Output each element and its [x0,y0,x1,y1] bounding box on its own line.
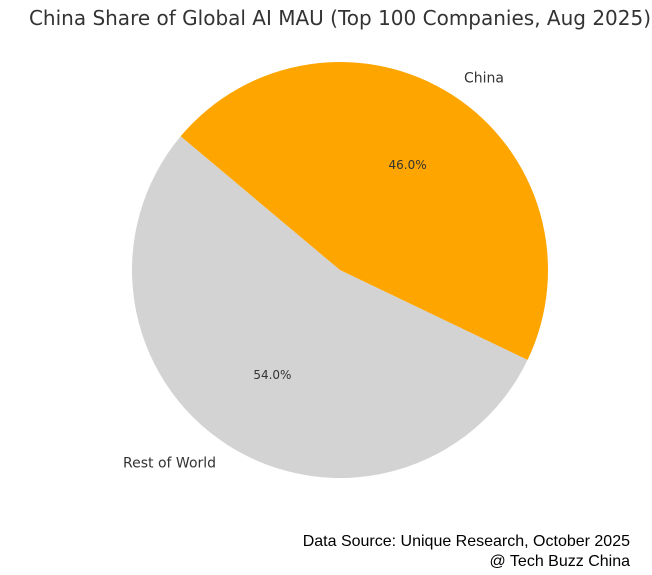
credit-note: @ Tech Buzz China [490,553,631,570]
pie-slice-rest-of-world [132,136,528,478]
pie-slice-china [180,61,548,360]
slice-pct-rest-of-world: 54.0% [253,368,291,382]
slice-label-china: China [464,71,504,87]
slice-pct-china: 46.0% [389,158,427,172]
chart-title: China Share of Global AI MAU (Top 100 Co… [29,6,651,30]
pie-slices [132,61,548,478]
pie-labels: Rest of World 54.0% China 46.0% [123,71,504,472]
data-source-note: Data Source: Unique Research, October 20… [303,533,630,550]
slice-label-rest-of-world: Rest of World [123,455,216,471]
